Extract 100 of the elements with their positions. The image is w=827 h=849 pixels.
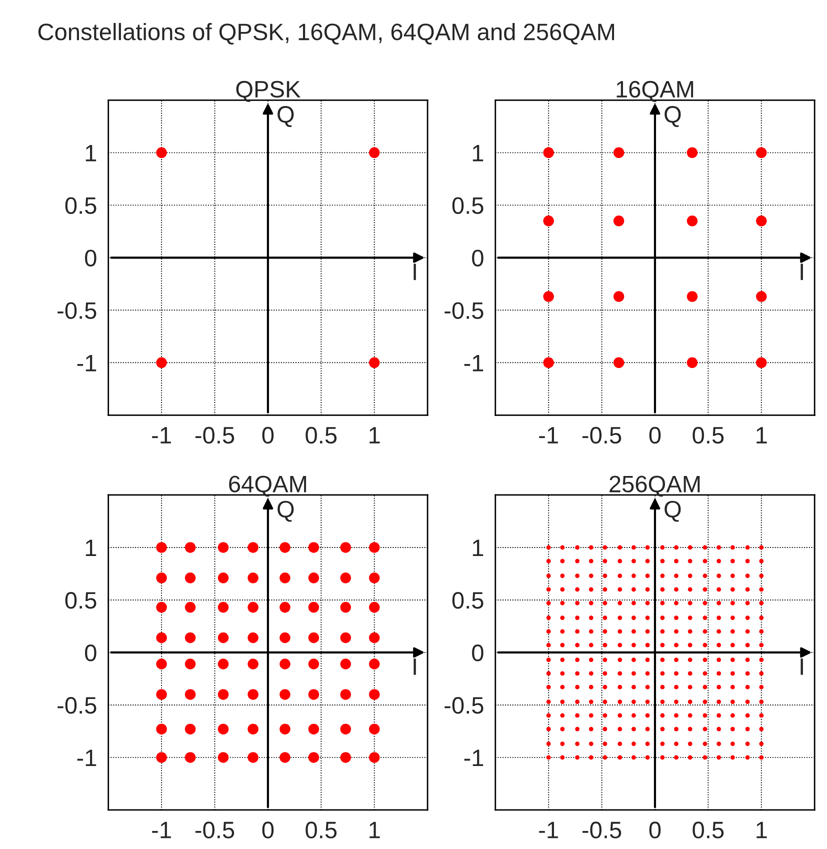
point [716, 629, 722, 634]
point [560, 671, 565, 676]
point [613, 216, 624, 226]
point [618, 742, 622, 746]
point [308, 632, 320, 644]
point [688, 755, 692, 760]
point [618, 616, 622, 620]
point [340, 572, 352, 584]
point [308, 724, 320, 734]
point [280, 632, 290, 644]
point [588, 755, 594, 760]
point [632, 545, 636, 550]
point [745, 700, 750, 704]
point [759, 684, 764, 690]
point [575, 671, 580, 676]
point [645, 684, 650, 690]
point [588, 574, 594, 578]
y-tick-label: -0.5 [444, 697, 484, 714]
point [560, 713, 565, 718]
x-tick-label: 1 [370, 822, 380, 838]
point [686, 216, 698, 226]
point [618, 658, 622, 662]
point [756, 216, 767, 226]
point [716, 574, 722, 578]
point [730, 600, 735, 606]
point [560, 742, 565, 746]
point [248, 632, 258, 644]
y-tick-label: 1 [472, 540, 484, 556]
point [645, 713, 650, 718]
point [340, 752, 352, 763]
point [368, 724, 380, 734]
point [588, 700, 594, 704]
point [308, 752, 320, 763]
point [588, 713, 594, 718]
point [632, 713, 636, 718]
point [575, 558, 580, 564]
point [546, 574, 551, 578]
point [218, 689, 229, 700]
point [543, 147, 554, 158]
text: Constellations of QPSK, 16QAM, 64QAM and 256QAM [38, 22, 614, 45]
x-axis-title: I [414, 264, 416, 280]
point [602, 658, 608, 662]
point [560, 726, 565, 732]
point [575, 616, 580, 620]
point [688, 642, 692, 648]
point [730, 587, 735, 592]
point [560, 545, 565, 550]
point [546, 629, 551, 634]
point [674, 629, 678, 634]
point [575, 755, 580, 760]
point [632, 726, 636, 732]
point [688, 558, 692, 564]
point [560, 600, 565, 606]
point [730, 713, 735, 718]
point [618, 726, 622, 732]
x-tick-label: -1 [539, 427, 558, 444]
point [280, 572, 290, 584]
point [248, 542, 258, 553]
point [745, 755, 750, 760]
x-tick-label: 0 [262, 822, 274, 838]
point [745, 658, 750, 662]
y-tick-label: 0.5 [452, 197, 484, 214]
point [688, 700, 692, 704]
point [588, 558, 594, 564]
point [702, 713, 708, 718]
point [632, 600, 636, 606]
point [340, 689, 352, 700]
point [730, 755, 735, 760]
point [340, 602, 352, 613]
point [546, 658, 551, 662]
point [618, 574, 622, 578]
point [218, 752, 229, 763]
point [716, 742, 722, 746]
point [686, 357, 698, 368]
point [660, 658, 665, 662]
point [745, 629, 750, 634]
point [588, 629, 594, 634]
point [686, 147, 698, 158]
point [368, 632, 380, 644]
point [575, 658, 580, 662]
point [575, 700, 580, 704]
point [759, 642, 764, 648]
point [674, 587, 678, 592]
point [546, 684, 551, 690]
y-tick-label: 0 [85, 250, 96, 266]
point [602, 726, 608, 732]
point [716, 642, 722, 648]
point [660, 642, 665, 648]
x-tick-label: 1 [756, 427, 767, 444]
point [759, 742, 764, 746]
point [308, 689, 320, 700]
point [368, 752, 380, 763]
x-tick-label: -0.5 [582, 822, 622, 838]
point [560, 558, 565, 564]
point [660, 684, 665, 690]
chart-title: 64QAM [229, 476, 306, 497]
point [702, 629, 708, 634]
point [688, 629, 692, 634]
point [280, 658, 290, 670]
point [602, 545, 608, 550]
